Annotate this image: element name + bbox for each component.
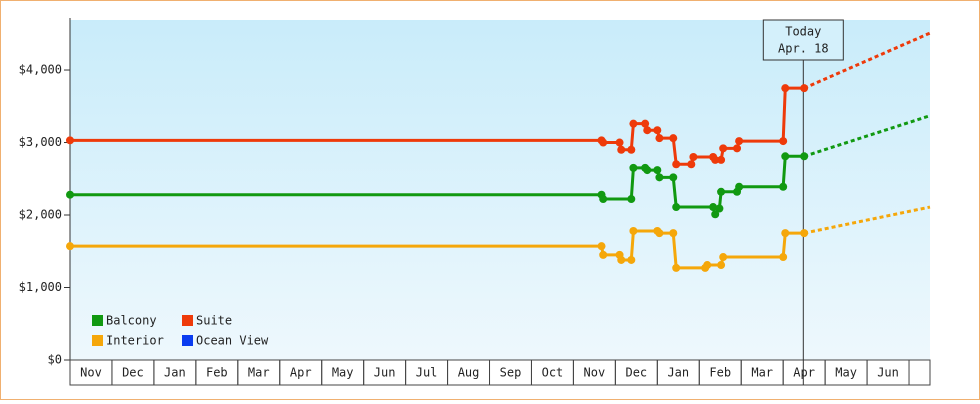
point [653, 166, 662, 175]
point [719, 253, 728, 262]
x-tick-label: Jan [164, 366, 186, 380]
point [672, 160, 681, 169]
point [641, 119, 650, 128]
point [672, 263, 681, 272]
x-tick-label: Sep [500, 366, 522, 380]
point [597, 242, 606, 251]
legend-swatch [92, 335, 103, 346]
x-tick-label: Dec [122, 366, 144, 380]
point [655, 229, 664, 238]
point [735, 137, 744, 146]
x-tick-label: Jun [877, 366, 899, 380]
legend-swatch [182, 315, 193, 326]
point [599, 250, 608, 259]
y-tick-label: $0 [48, 353, 62, 367]
point [66, 136, 74, 145]
x-tick-label: Feb [206, 366, 228, 380]
y-tick-label: $2,000 [19, 208, 62, 222]
forecast-line [803, 31, 931, 90]
today-label: Today [785, 25, 821, 39]
point [617, 145, 626, 154]
point [672, 203, 681, 212]
x-tick-box [866, 359, 910, 386]
point [781, 229, 790, 238]
x-tick-label: Nov [80, 366, 102, 380]
x-tick-label: Apr [793, 366, 815, 380]
x-tick-label: Apr [290, 366, 312, 380]
point [599, 138, 608, 147]
legend-swatch [182, 335, 193, 346]
point [800, 152, 809, 161]
point [655, 134, 664, 143]
y-tick-label: $4,000 [19, 63, 62, 77]
point [669, 229, 678, 238]
point [687, 160, 696, 169]
point [627, 195, 636, 204]
point [669, 173, 678, 182]
legend-label: Balcony [106, 314, 157, 328]
x-tick-label: Jun [374, 366, 396, 380]
today-label: Apr. 18 [778, 42, 829, 56]
point [627, 145, 636, 154]
point [717, 261, 726, 270]
point [733, 144, 742, 153]
point [653, 126, 662, 135]
point [66, 242, 74, 251]
point [615, 138, 624, 147]
forecast-line [803, 205, 931, 235]
legend-label: Interior [106, 334, 164, 348]
legend-label: Suite [196, 314, 232, 328]
point [800, 84, 809, 93]
point [779, 137, 788, 146]
x-tick-label: May [332, 366, 354, 380]
point [703, 261, 712, 270]
point [627, 255, 636, 264]
legend-label: Ocean View [196, 334, 269, 348]
point [717, 187, 726, 196]
point [717, 155, 726, 164]
y-tick-label: $1,000 [19, 280, 62, 294]
x-tick-label: May [835, 366, 857, 380]
point [719, 144, 728, 153]
point [781, 84, 790, 93]
point [800, 229, 809, 238]
point [715, 204, 724, 213]
x-tick-label: Mar [751, 366, 773, 380]
point [781, 152, 790, 161]
legend-swatch [92, 315, 103, 326]
x-tick-label: Mar [248, 366, 270, 380]
point [629, 119, 638, 128]
point [735, 182, 744, 191]
y-tick-label: $3,000 [19, 135, 62, 149]
point [629, 163, 638, 172]
x-tick-label: Aug [458, 366, 480, 380]
x-axis-band [69, 359, 931, 386]
point [711, 210, 720, 219]
point [709, 203, 718, 212]
point [66, 190, 74, 199]
point [689, 153, 698, 162]
point [599, 195, 608, 204]
x-tick-label: Oct [542, 366, 564, 380]
x-tick-label: Jan [667, 366, 689, 380]
today-box [762, 19, 844, 61]
plot-area [70, 20, 930, 360]
forecast-line [803, 114, 931, 158]
point [617, 255, 626, 264]
x-tick-label: Dec [625, 366, 647, 380]
x-tick-label: Feb [709, 366, 731, 380]
point [629, 226, 638, 235]
point [779, 182, 788, 191]
point [643, 126, 652, 135]
point [669, 134, 678, 143]
x-tick-label: Jul [416, 366, 438, 380]
point [711, 155, 720, 164]
point [655, 173, 664, 182]
point [643, 166, 652, 175]
point [779, 253, 788, 262]
x-tick-label: Nov [584, 366, 606, 380]
